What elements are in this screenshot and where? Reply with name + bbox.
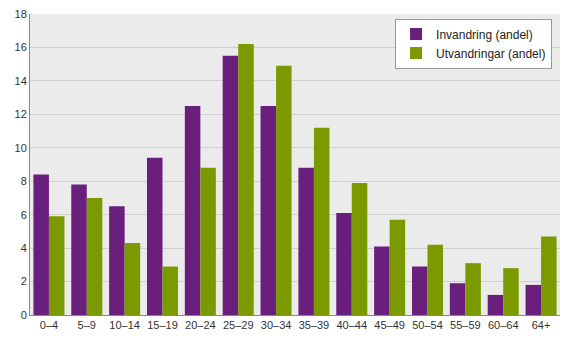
- svg-text:55–59: 55–59: [450, 319, 481, 331]
- svg-text:0: 0: [21, 309, 27, 321]
- svg-text:18: 18: [15, 8, 27, 20]
- svg-text:25–29: 25–29: [223, 319, 254, 331]
- svg-text:60–64: 60–64: [488, 319, 519, 331]
- svg-text:50–54: 50–54: [412, 319, 443, 331]
- svg-text:16: 16: [15, 41, 27, 53]
- svg-text:4: 4: [21, 242, 27, 254]
- svg-text:5–9: 5–9: [78, 319, 96, 331]
- svg-text:6: 6: [21, 209, 27, 221]
- svg-text:30–34: 30–34: [261, 319, 292, 331]
- svg-text:2: 2: [21, 275, 27, 287]
- svg-text:40–44: 40–44: [336, 319, 367, 331]
- svg-text:14: 14: [15, 75, 27, 87]
- svg-text:10: 10: [15, 142, 27, 154]
- svg-text:0–4: 0–4: [40, 319, 58, 331]
- svg-text:10–14: 10–14: [109, 319, 140, 331]
- svg-text:Utvandringar (andel): Utvandringar (andel): [436, 47, 545, 61]
- svg-text:8: 8: [21, 175, 27, 187]
- svg-text:45–49: 45–49: [374, 319, 405, 331]
- svg-text:15–19: 15–19: [147, 319, 178, 331]
- svg-text:20–24: 20–24: [185, 319, 216, 331]
- svg-text:35–39: 35–39: [299, 319, 330, 331]
- svg-text:64+: 64+: [532, 319, 551, 331]
- svg-text:12: 12: [15, 108, 27, 120]
- svg-text:Invandring (andel): Invandring (andel): [436, 28, 533, 42]
